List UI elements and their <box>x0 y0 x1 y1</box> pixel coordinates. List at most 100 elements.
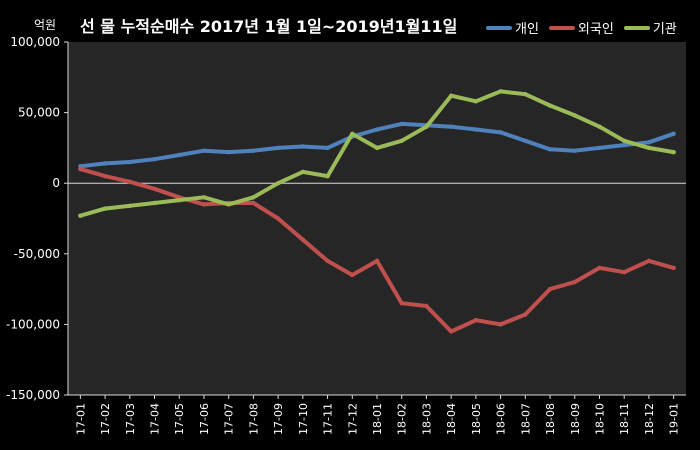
data-point-foreign <box>671 265 676 271</box>
x-tick-label: 18-09 <box>569 403 582 435</box>
data-point-individual <box>597 145 602 151</box>
y-tick-label: -150,000 <box>6 388 60 402</box>
data-point-foreign <box>374 258 380 264</box>
data-point-institution <box>78 213 83 218</box>
data-point-individual <box>547 147 553 152</box>
x-tick-label: 17-12 <box>346 403 359 435</box>
x-tick-label: 17-08 <box>247 403 260 435</box>
y-tick-label: 100,000 <box>10 35 60 49</box>
x-tick-label: 18-03 <box>420 403 433 435</box>
x-tick-label: 19-01 <box>668 403 681 435</box>
data-point-individual <box>201 148 207 153</box>
data-point-individual <box>498 130 503 135</box>
legend-item-foreign: 외국인 <box>548 18 614 37</box>
data-point-foreign <box>597 265 602 271</box>
data-point-institution <box>127 203 132 208</box>
data-point-foreign <box>622 269 627 275</box>
x-tick-label: 18-06 <box>495 403 508 435</box>
x-tick-label: 17-11 <box>322 403 335 435</box>
data-point-institution <box>300 169 306 175</box>
x-tick-label: 17-05 <box>173 403 186 435</box>
y-tick-label: 0 <box>52 176 60 190</box>
data-point-institution <box>646 145 652 151</box>
x-tick-label: 18-08 <box>544 403 557 435</box>
data-point-individual <box>671 131 676 136</box>
legend-label-foreign: 외국인 <box>577 22 614 37</box>
data-point-individual <box>300 144 306 149</box>
data-point-institution <box>275 181 281 186</box>
data-point-foreign <box>448 329 454 334</box>
data-point-individual <box>523 138 528 144</box>
data-point-foreign <box>300 237 306 242</box>
data-point-institution <box>152 200 157 206</box>
data-point-institution <box>325 173 330 179</box>
x-tick-label: 18-07 <box>519 403 532 435</box>
data-point-institution <box>498 89 503 94</box>
data-point-institution <box>473 99 479 104</box>
data-point-foreign <box>523 312 528 317</box>
data-point-institution <box>523 92 528 97</box>
legend-swatch-individual <box>486 25 512 30</box>
data-point-institution <box>374 145 380 151</box>
data-point-individual <box>275 145 281 151</box>
data-point-individual <box>251 148 256 153</box>
legend-item-institution: 기관 <box>623 18 677 37</box>
legend-item-individual: 개인 <box>486 18 539 37</box>
x-tick-label: 17-03 <box>124 403 137 435</box>
data-point-foreign <box>201 202 207 207</box>
data-point-foreign <box>646 258 652 264</box>
data-point-individual <box>127 159 132 165</box>
data-point-foreign <box>102 173 108 179</box>
data-point-individual <box>102 161 108 166</box>
legend-swatch-institution <box>623 25 650 30</box>
data-point-foreign <box>325 258 330 264</box>
data-point-foreign <box>78 166 83 172</box>
legend: 개인 외국인 기관 <box>486 18 677 37</box>
data-point-foreign <box>572 279 577 285</box>
x-tick-label: 18-05 <box>470 403 483 435</box>
data-point-individual <box>374 127 380 132</box>
y-tick-label: -50,000 <box>14 247 60 261</box>
x-tick-label: 18-02 <box>396 403 409 435</box>
data-point-foreign <box>547 286 553 292</box>
data-point-foreign <box>473 317 479 323</box>
x-tick-label: 18-04 <box>445 403 458 435</box>
data-point-institution <box>572 113 577 118</box>
data-point-foreign <box>498 322 503 327</box>
x-tick-label: 17-06 <box>198 403 211 435</box>
data-point-individual <box>325 145 330 151</box>
data-point-foreign <box>275 216 281 221</box>
data-point-institution <box>547 103 553 108</box>
data-point-institution <box>251 195 256 200</box>
data-point-individual <box>448 124 454 129</box>
x-tick-label: 17-10 <box>297 403 310 435</box>
data-point-foreign <box>424 303 429 309</box>
data-point-foreign <box>251 200 256 206</box>
x-tick-label: 17-07 <box>223 403 236 435</box>
chart-title: 선 물 누적순매수 2017년 1월 1일~2019년1월11일 <box>80 17 458 36</box>
data-point-individual <box>226 149 231 155</box>
y-tick-label: 50,000 <box>18 106 60 120</box>
plot-area <box>68 42 686 395</box>
x-tick-label: 18-10 <box>593 403 606 435</box>
data-point-individual <box>473 127 479 132</box>
x-tick-label: 17-04 <box>149 403 162 435</box>
legend-label-institution: 기관 <box>652 22 677 37</box>
data-point-institution <box>177 197 182 203</box>
data-point-individual <box>399 121 404 127</box>
x-tick-label: 17-09 <box>272 403 285 435</box>
legend-swatch-foreign <box>548 25 575 30</box>
data-point-individual <box>646 140 652 145</box>
data-point-institution <box>226 202 231 207</box>
data-point-institution <box>350 131 355 136</box>
data-point-institution <box>597 124 602 129</box>
data-point-institution <box>424 124 429 129</box>
data-point-individual <box>622 142 627 148</box>
data-point-institution <box>102 206 108 211</box>
data-point-foreign <box>127 179 132 184</box>
data-point-institution <box>622 138 627 144</box>
data-point-individual <box>177 152 182 158</box>
data-point-institution <box>399 138 404 144</box>
